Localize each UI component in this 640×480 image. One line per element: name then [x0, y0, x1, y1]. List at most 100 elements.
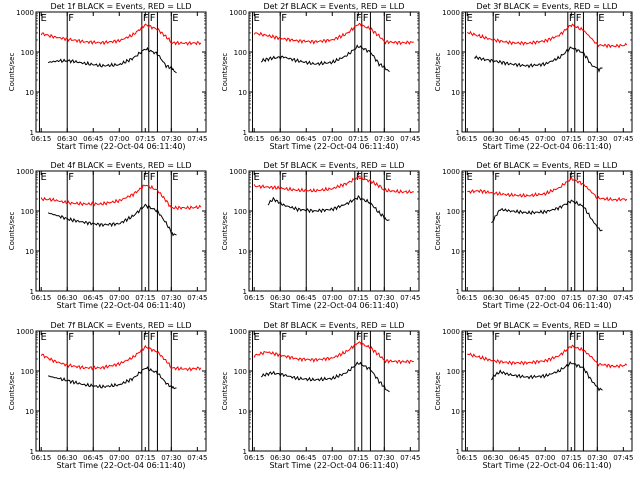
x-axis-label: Start Time (22-Oct-04 06:11:40): [482, 301, 611, 310]
marker-label: F: [356, 332, 362, 343]
y-tick-label: 1000: [16, 168, 34, 176]
marker-label: E: [40, 172, 46, 183]
marker-label: F: [356, 13, 362, 24]
x-tick-label: 07:30: [587, 135, 607, 143]
marker-label: E: [385, 172, 391, 183]
detector-panel: Det 9f BLACK = Events, RED = LLD 1 10 100 10…: [434, 321, 633, 470]
series-line-lld: [253, 22, 414, 46]
y-tick-label: 1: [30, 288, 34, 296]
x-tick-label: 07:15: [348, 454, 368, 462]
x-axis-label: Start Time (22-Oct-04 06:11:40): [269, 301, 398, 310]
x-tick-label: 07:30: [374, 454, 394, 462]
series-line-events: [267, 195, 390, 221]
panel-title: Det 1f BLACK = Events, RED = LLD: [50, 2, 191, 11]
x-tick-label: 07:30: [587, 454, 607, 462]
x-tick-label: 07:00: [322, 294, 342, 302]
marker-label: F: [494, 13, 500, 24]
plot-frame: [248, 170, 420, 292]
x-axis-label: Start Time (22-Oct-04 06:11:40): [56, 301, 185, 310]
x-tick-label: 07:30: [374, 135, 394, 143]
marker-label: F: [150, 13, 156, 24]
detector-panel: Det 8f BLACK = Events, RED = LLD 1 10 100 10…: [221, 321, 420, 470]
y-axis-label: Counts/sec: [8, 372, 16, 411]
x-tick-label: 07:15: [135, 454, 155, 462]
y-tick-label: 1000: [442, 328, 460, 336]
x-tick-label: 06:45: [509, 135, 529, 143]
y-axis-label: Counts/sec: [8, 53, 16, 92]
y-tick-label: 100: [234, 208, 247, 216]
marker-label: E: [172, 172, 178, 183]
y-tick-label: 10: [451, 248, 460, 256]
x-tick-label: 07:30: [374, 294, 394, 302]
series-line-lld: [466, 23, 628, 49]
x-axis-label: Start Time (22-Oct-04 06:11:40): [269, 142, 398, 151]
series-line-events: [47, 46, 177, 74]
x-axis-label: Start Time (22-Oct-04 06:11:40): [56, 461, 185, 470]
y-tick-label: 100: [234, 368, 247, 376]
x-axis-label: Start Time (22-Oct-04 06:11:40): [269, 461, 398, 470]
y-tick-label: 10: [238, 248, 247, 256]
series-line-lld: [40, 184, 202, 211]
plot-frame: [461, 11, 633, 133]
x-tick-label: 07:15: [561, 135, 581, 143]
y-tick-label: 100: [21, 49, 34, 57]
marker-label: E: [253, 13, 259, 24]
marker-label: E: [385, 332, 391, 343]
marker-label: F: [569, 13, 575, 24]
y-tick-label: 1: [30, 129, 34, 137]
x-tick-label: 07:00: [535, 454, 555, 462]
marker-label: F: [68, 332, 74, 343]
x-tick-label: 07:45: [613, 135, 633, 143]
series-line-events: [260, 361, 390, 393]
x-tick-label: 06:45: [83, 454, 103, 462]
y-tick-label: 100: [447, 208, 460, 216]
marker-label: E: [172, 13, 178, 24]
y-tick-label: 1000: [442, 168, 460, 176]
x-tick-label: 06:30: [270, 135, 290, 143]
plot-frame: [248, 330, 420, 452]
plot-frame: [35, 11, 207, 133]
x-tick-label: 07:45: [400, 454, 420, 462]
x-tick-label: 06:15: [457, 294, 477, 302]
marker-label: F: [576, 172, 582, 183]
y-axis-label: Counts/sec: [221, 212, 229, 251]
series-line-lld: [467, 344, 628, 369]
x-tick-label: 07:15: [561, 454, 581, 462]
x-tick-label: 07:45: [187, 454, 207, 462]
marker-label: F: [143, 332, 149, 343]
x-tick-label: 06:15: [457, 135, 477, 143]
x-tick-label: 07:15: [348, 135, 368, 143]
marker-label: E: [466, 172, 472, 183]
x-tick-label: 06:45: [509, 454, 529, 462]
x-tick-label: 06:15: [244, 135, 264, 143]
series-line-events: [260, 44, 390, 73]
panel-title: Det 7f BLACK = Events, RED = LLD: [50, 321, 191, 330]
x-tick-label: 06:30: [483, 294, 503, 302]
y-axis-label: Counts/sec: [221, 53, 229, 92]
panel-title: Det 2f BLACK = Events, RED = LLD: [263, 2, 404, 11]
series-line-events: [48, 366, 177, 390]
panel-title: Det 8f BLACK = Events, RED = LLD: [263, 321, 404, 330]
x-tick-label: 07:00: [535, 294, 555, 302]
y-tick-label: 1: [243, 448, 247, 456]
y-tick-label: 1: [456, 288, 460, 296]
y-tick-label: 10: [238, 408, 247, 416]
plot-frame: [461, 170, 633, 292]
plot-frame: [461, 330, 633, 452]
x-tick-label: 07:30: [161, 454, 181, 462]
x-tick-label: 06:30: [57, 135, 77, 143]
marker-label: E: [598, 13, 604, 24]
x-axis-label: Start Time (22-Oct-04 06:11:40): [482, 142, 611, 151]
x-tick-label: 06:15: [31, 454, 51, 462]
y-axis-label: Counts/sec: [434, 53, 442, 92]
marker-label: F: [281, 332, 287, 343]
y-tick-label: 1: [456, 448, 460, 456]
marker-label: E: [172, 332, 178, 343]
x-tick-label: 07:00: [322, 454, 342, 462]
detector-panel: Det 2f BLACK = Events, RED = LLD 1 10 100 10…: [221, 2, 420, 151]
x-tick-label: 07:00: [535, 135, 555, 143]
x-tick-label: 06:45: [83, 294, 103, 302]
marker-label: F: [143, 13, 149, 24]
y-tick-label: 1: [30, 448, 34, 456]
x-tick-label: 06:45: [296, 294, 316, 302]
